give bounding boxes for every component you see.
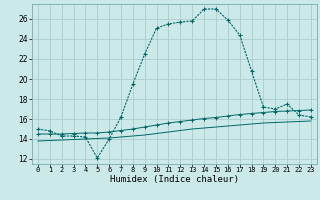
X-axis label: Humidex (Indice chaleur): Humidex (Indice chaleur) xyxy=(110,175,239,184)
